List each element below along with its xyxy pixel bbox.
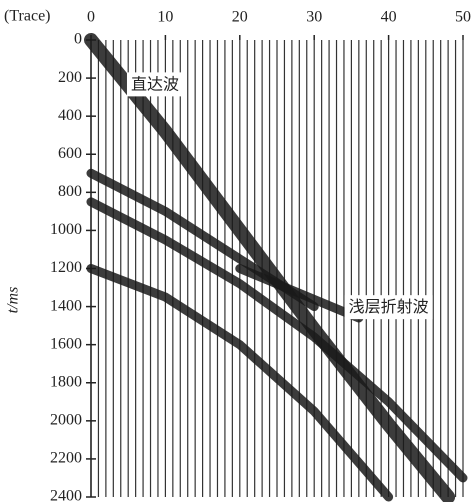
x-tick-label: 40 (381, 9, 397, 26)
y-tick-label: 2000 (50, 412, 82, 429)
chart: (Trace) t/ms 020040060080010001200140016… (0, 0, 471, 502)
y-tick-label: 2200 (50, 450, 82, 467)
annotation: 浅层折射波 (349, 298, 429, 316)
y-tick-label: 1200 (50, 259, 82, 276)
x-tick-label: 0 (87, 9, 95, 26)
x-tick-label: 10 (157, 9, 173, 26)
y-tick-label: 1600 (50, 335, 82, 352)
y-axis-label: t/ms (5, 287, 22, 314)
y-tick-label: 1800 (50, 373, 82, 390)
x-axis-label: (Trace) (4, 8, 51, 25)
annotation: 直达波 (131, 75, 179, 93)
y-tick-label: 1400 (50, 297, 82, 314)
y-tick-label: 2400 (50, 488, 82, 502)
x-tick-label: 20 (232, 9, 248, 26)
y-tick-label: 600 (58, 145, 82, 162)
x-tick-label: 30 (306, 9, 322, 26)
y-tick-label: 0 (74, 31, 82, 48)
y-tick-label: 400 (58, 107, 82, 124)
y-tick-label: 800 (58, 183, 82, 200)
y-tick-label: 1000 (50, 221, 82, 238)
y-tick-label: 200 (58, 69, 82, 86)
x-tick-label: 50 (455, 9, 471, 26)
